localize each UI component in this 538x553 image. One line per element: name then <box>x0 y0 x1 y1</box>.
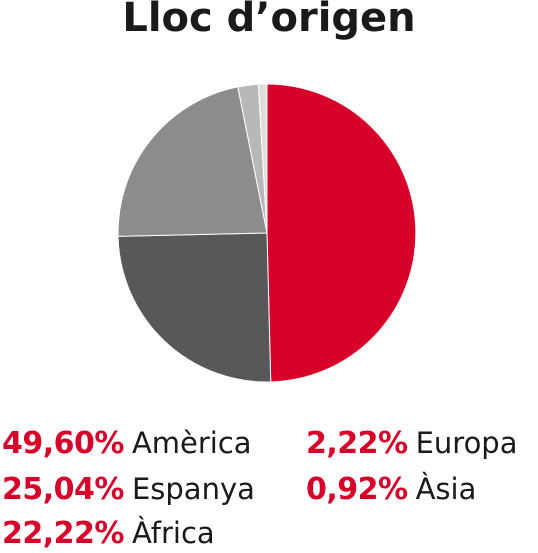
legend-percent-america: 49,60% <box>2 426 124 461</box>
legend-label-europa: Europa <box>415 426 518 460</box>
legend-label-africa: Àfrica <box>131 516 215 550</box>
pie-slice-africa <box>117 86 268 237</box>
legend-label-america: Amèrica <box>131 426 252 460</box>
pie-slice-america <box>266 83 417 383</box>
legend-label-asia: Àsia <box>415 472 477 506</box>
pie-slice-asia <box>257 83 268 234</box>
legend-item-espanya: 25,04% Espanya <box>2 470 255 509</box>
chart-title: Lloc d’origen <box>122 0 416 41</box>
pie-slice-espanya <box>117 232 272 383</box>
legend-item-africa: 22,22% Àfrica <box>2 514 215 553</box>
legend-item-europa: 2,22% Europa <box>306 424 518 463</box>
legend-percent-espanya: 25,04% <box>2 472 124 507</box>
legend-label-espanya: Espanya <box>131 472 255 506</box>
legend-percent-asia: 0,92% <box>306 472 408 507</box>
legend-item-america: 49,60% Amèrica <box>2 424 252 463</box>
pie-chart <box>117 83 417 383</box>
legend-percent-europa: 2,22% <box>306 426 408 461</box>
legend-percent-africa: 22,22% <box>2 516 124 551</box>
legend-item-asia: 0,92% Àsia <box>306 470 476 509</box>
